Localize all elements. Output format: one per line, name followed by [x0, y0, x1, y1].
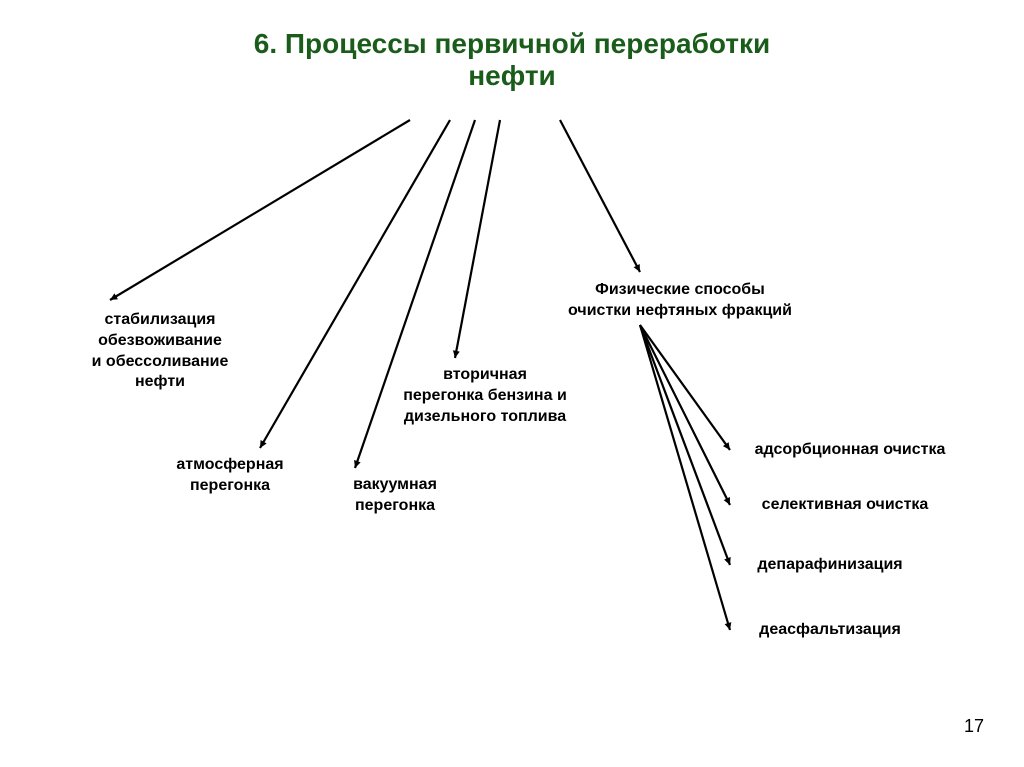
- node-stabilization: стабилизацияобезвоживаниеи обессоливание…: [60, 310, 260, 393]
- node-atmospheric: атмосфернаяперегонка: [150, 455, 310, 497]
- node-secondary: вторичнаяперегонка бензина идизельного т…: [370, 365, 600, 427]
- node-physical: Физические способыочистки нефтяных фракц…: [530, 280, 830, 322]
- node-deasphaltization: деасфальтизация: [720, 620, 940, 641]
- node-selective: селективная очистка: [720, 495, 970, 516]
- title-line2: нефти: [468, 60, 556, 91]
- node-adsorption: адсорбционная очистка: [720, 440, 980, 461]
- node-deparaffinization: депарафинизация: [720, 555, 940, 576]
- title-line1: 6. Процессы первичной переработки: [254, 28, 770, 59]
- node-vacuum: вакуумнаяперегонка: [320, 475, 470, 517]
- slide-title: 6. Процессы первичной переработки нефти: [0, 28, 1024, 92]
- page-number: 17: [964, 716, 984, 737]
